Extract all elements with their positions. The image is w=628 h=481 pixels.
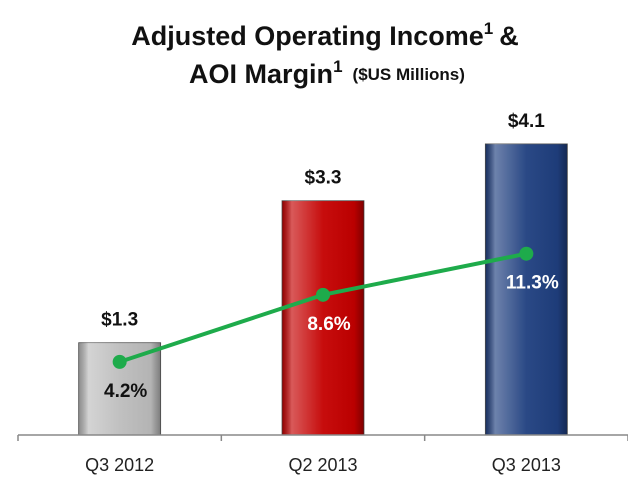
x-tick-label: Q3 2012 [85, 455, 154, 475]
margin-point [519, 246, 534, 261]
bar-shade [485, 143, 568, 435]
footnote-mark: 1 [333, 57, 342, 76]
margin-label: 4.2% [104, 381, 147, 402]
bar-value-label: $3.3 [305, 168, 342, 189]
x-tick-label: Q2 2013 [288, 455, 357, 475]
margin-label: 8.6% [307, 314, 350, 335]
bar-shade [282, 200, 364, 435]
title-text: Adjusted Operating Income [131, 21, 484, 51]
chart-title: Adjusted Operating Income1 & [131, 19, 519, 51]
title-text: & [499, 21, 519, 51]
x-tick-label: Q3 2013 [492, 455, 561, 475]
chart-subtitle: ($US Millions) [353, 65, 465, 84]
chart-title: AOI Margin1 ($US Millions) [189, 57, 465, 89]
footnote-mark: 1 [484, 19, 493, 38]
bar-value-label: $1.3 [101, 310, 138, 331]
margin-point [316, 287, 330, 302]
title-text: AOI Margin [189, 59, 333, 89]
bar-value-label: $4.1 [508, 111, 545, 132]
margin-point [112, 354, 127, 369]
margin-label: 11.3% [506, 273, 559, 294]
